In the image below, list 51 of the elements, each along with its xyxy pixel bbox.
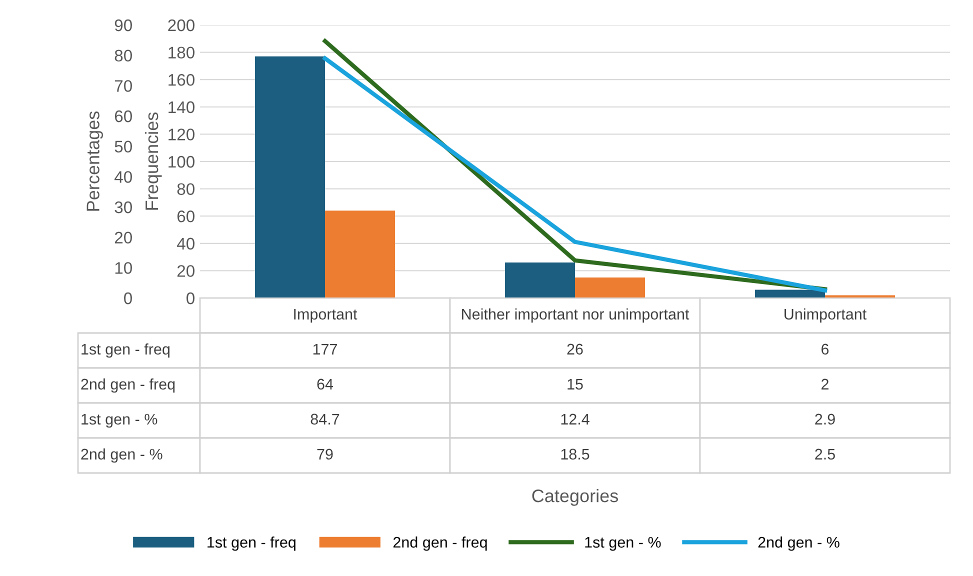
y2-tick-label: 70 <box>114 80 132 92</box>
data-label: 64 <box>317 378 334 390</box>
x-tick-label: Important <box>294 308 358 323</box>
data-label: 177 <box>313 344 337 354</box>
data-label: 2.5 <box>815 448 835 460</box>
x-tick-label: Neither important nor unimportant <box>462 308 690 323</box>
y-axis-title: Frequencies <box>144 112 162 210</box>
y2-tick-label: 20 <box>114 232 132 244</box>
data-label: 15 <box>568 378 583 390</box>
y2-axis-title: Percentages <box>86 111 103 211</box>
bar <box>325 210 395 298</box>
data-label: 2 <box>822 378 828 390</box>
y-tick-label: 180 <box>168 46 194 59</box>
y2-tick-label: 90 <box>114 19 132 32</box>
data-label: 26 <box>567 344 583 355</box>
x-tick-label: Unimportant <box>784 308 866 323</box>
legend-label: 2nd gen - % <box>758 536 840 551</box>
y-tick-label: 140 <box>168 101 194 114</box>
y-tick-label: 20 <box>177 265 194 277</box>
legend-label: 2nd gen - freq <box>393 536 487 551</box>
y2-tick-label: 0 <box>124 292 132 304</box>
legend-label: 1st gen - % <box>585 536 661 551</box>
data-label: 2.9 <box>815 414 835 425</box>
y2-tick-label: 80 <box>114 50 132 62</box>
data-label: 79 <box>317 448 333 460</box>
y-tick-label: 100 <box>168 156 194 168</box>
text: 2nd gen - % <box>81 448 162 463</box>
y2-tick-label: 60 <box>114 110 132 122</box>
data-label: 84.7 <box>310 414 340 425</box>
y-tick-label: 40 <box>176 238 194 250</box>
text: 1st gen - % <box>82 414 158 428</box>
data-label: 18.5 <box>561 448 590 460</box>
text: Categories <box>532 489 618 506</box>
y-tick-label: 0 <box>186 292 194 304</box>
data-label: 12.4 <box>561 414 590 424</box>
y-tick-label: 120 <box>168 128 194 140</box>
y-tick-label: 200 <box>168 19 194 32</box>
y2-tick-label: 40 <box>114 171 132 183</box>
legend-label: 1st gen - freq <box>208 536 296 551</box>
bar <box>505 262 575 298</box>
bar <box>255 56 325 298</box>
y2-tick-label: 50 <box>114 140 132 153</box>
y2-tick-label: 30 <box>114 201 132 214</box>
y-tick-label: 60 <box>177 210 194 222</box>
y-tick-label: 80 <box>177 183 194 196</box>
y2-tick-label: 10 <box>115 262 132 274</box>
bar <box>575 278 645 298</box>
y-tick-label: 160 <box>168 74 194 86</box>
data-label: 6 <box>822 344 829 355</box>
text: 1st gen - freq <box>82 343 170 358</box>
text: 2nd gen - freq <box>81 378 175 393</box>
